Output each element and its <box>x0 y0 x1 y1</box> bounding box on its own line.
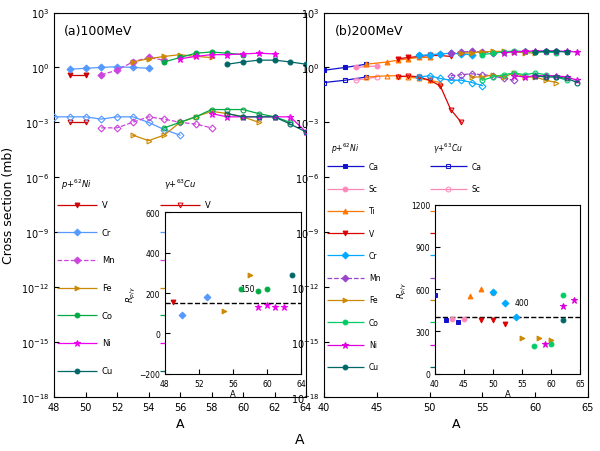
X-axis label: A: A <box>452 417 460 430</box>
Text: $\gamma$+$^{63}$Cu: $\gamma$+$^{63}$Cu <box>164 177 196 191</box>
Text: A: A <box>295 433 305 446</box>
Text: (b)200MeV: (b)200MeV <box>335 25 403 38</box>
Text: Cr: Cr <box>472 251 481 260</box>
Text: Cu: Cu <box>205 366 217 375</box>
Text: V: V <box>102 201 107 210</box>
Text: Ca: Ca <box>369 162 379 171</box>
Text: Cu: Cu <box>102 366 113 375</box>
Text: Ti: Ti <box>472 207 478 216</box>
Text: Cr: Cr <box>102 228 111 237</box>
Text: p+$^{62}$Ni: p+$^{62}$Ni <box>331 141 359 156</box>
Text: Cr: Cr <box>205 228 215 237</box>
Text: Mn: Mn <box>369 274 380 282</box>
Text: Mn: Mn <box>102 256 115 265</box>
Text: Fe: Fe <box>472 296 481 305</box>
Text: Fe: Fe <box>102 284 112 293</box>
Text: Co: Co <box>102 311 113 320</box>
Text: Co: Co <box>369 318 379 327</box>
Text: Fe: Fe <box>205 284 215 293</box>
Text: $\gamma$+$^{63}$Cu: $\gamma$+$^{63}$Cu <box>433 141 463 156</box>
X-axis label: A: A <box>176 417 184 430</box>
Text: V: V <box>472 229 477 238</box>
Text: Mn: Mn <box>205 256 218 265</box>
Text: Cu: Cu <box>472 363 482 372</box>
Text: Mn: Mn <box>472 274 484 282</box>
Text: Co: Co <box>205 311 216 320</box>
Text: V: V <box>369 229 374 238</box>
Text: Cu: Cu <box>369 363 379 372</box>
Text: (a)100MeV: (a)100MeV <box>64 25 133 38</box>
Y-axis label: Cross section (mb): Cross section (mb) <box>2 147 15 264</box>
Text: Ni: Ni <box>205 339 214 348</box>
Text: Sc: Sc <box>472 184 481 193</box>
Text: Co: Co <box>472 318 482 327</box>
Text: p+$^{62}$Ni: p+$^{62}$Ni <box>61 177 92 191</box>
Text: Ni: Ni <box>369 340 377 349</box>
Text: Ni: Ni <box>102 339 110 348</box>
Text: Ti: Ti <box>369 207 376 216</box>
Text: Ni: Ni <box>472 340 480 349</box>
Text: Sc: Sc <box>369 184 378 193</box>
Text: Fe: Fe <box>369 296 377 305</box>
Text: Cr: Cr <box>369 251 377 260</box>
Text: Ca: Ca <box>472 162 482 171</box>
Text: V: V <box>205 201 211 210</box>
